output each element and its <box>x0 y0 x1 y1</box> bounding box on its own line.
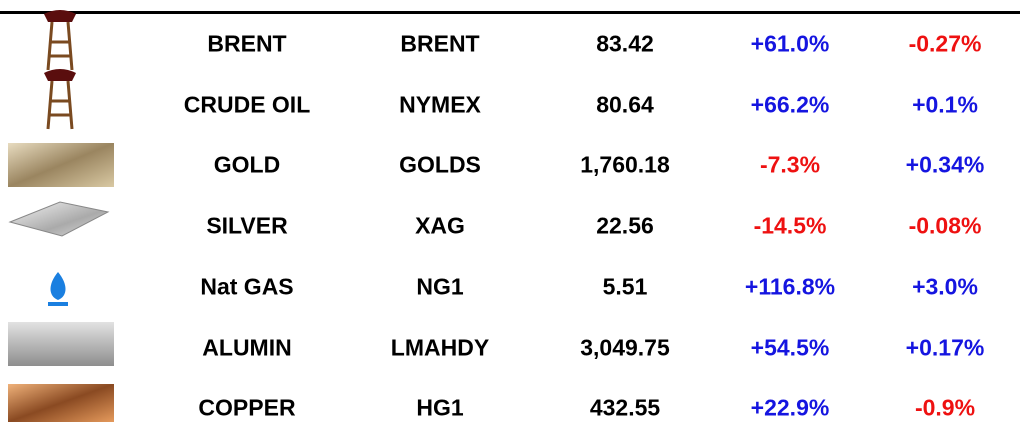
commodity-table: BRENT BRENT 83.42 +61.0% -0.27% CRUDE OIL NYME… <box>0 0 1020 422</box>
exchange-code: NG1 <box>416 273 463 300</box>
commodity-name: COPPER <box>198 395 295 422</box>
exchange-code: XAG <box>415 213 465 240</box>
price: 432.55 <box>590 395 660 422</box>
commodity-name: ALUMIN <box>202 334 291 361</box>
change-2: +0.34% <box>906 152 985 179</box>
commodity-name: BRENT <box>207 31 286 58</box>
price: 5.51 <box>603 273 648 300</box>
change-1: -14.5% <box>754 213 827 240</box>
price: 22.56 <box>596 213 654 240</box>
commodity-name: GOLD <box>214 152 280 179</box>
oil-icon <box>44 10 76 70</box>
commodity-name: Nat GAS <box>200 273 293 300</box>
change-1: +61.0% <box>751 31 830 58</box>
exchange-code: LMAHDY <box>391 334 489 361</box>
silver-icon <box>10 202 108 236</box>
gas-icon <box>48 272 68 306</box>
aluminium-icon <box>8 322 114 366</box>
exchange-code: BRENT <box>400 31 479 58</box>
price: 3,049.75 <box>580 334 670 361</box>
exchange-code: GOLDS <box>399 152 481 179</box>
change-1: +66.2% <box>751 91 830 118</box>
change-2: +0.1% <box>912 91 978 118</box>
change-2: -0.9% <box>915 395 975 422</box>
commodity-name: CRUDE OIL <box>184 91 311 118</box>
change-1: +54.5% <box>751 334 830 361</box>
price: 80.64 <box>596 91 654 118</box>
change-2: +0.17% <box>906 334 985 361</box>
commodity-name: SILVER <box>206 213 287 240</box>
oil-icon <box>44 69 76 129</box>
change-2: -0.08% <box>909 213 982 240</box>
price: 83.42 <box>596 31 654 58</box>
top-rule <box>0 11 1020 14</box>
change-2: -0.27% <box>909 31 982 58</box>
copper-icon <box>8 384 114 422</box>
change-1: -7.3% <box>760 152 820 179</box>
exchange-code: NYMEX <box>399 91 481 118</box>
gold-icon <box>8 143 114 187</box>
icons <box>0 0 130 422</box>
change-2: +3.0% <box>912 273 978 300</box>
change-1: +22.9% <box>751 395 830 422</box>
price: 1,760.18 <box>580 152 670 179</box>
change-1: +116.8% <box>745 273 835 300</box>
exchange-code: HG1 <box>416 395 463 422</box>
